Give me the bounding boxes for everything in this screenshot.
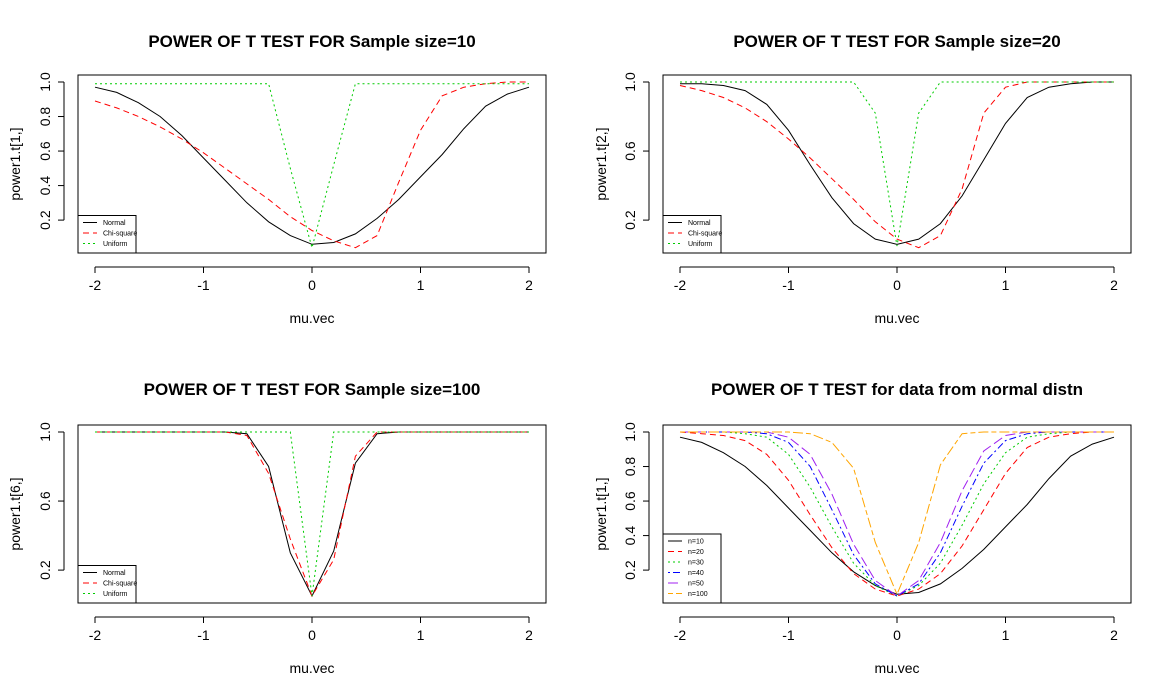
legend-label: Uniform xyxy=(103,591,128,598)
y-tick-label: 1.0 xyxy=(37,422,53,442)
legend-label: n=30 xyxy=(688,560,704,567)
y-tick-label: 0.4 xyxy=(37,176,53,196)
legend-box xyxy=(77,215,137,254)
series-line-n-30 xyxy=(680,431,1114,597)
x-axis-label: mu.vec xyxy=(874,660,919,676)
x-tick-label: -2 xyxy=(89,627,102,643)
series-line-n-50 xyxy=(680,431,1114,597)
y-tick-label: 0.6 xyxy=(622,491,638,511)
chart-panel-2: POWER OF T TEST FOR Sample size=20 -2 -1 0 1… xyxy=(593,32,1132,326)
y-axis-label: power1.t[6,] xyxy=(7,477,23,550)
chart-panel-3: POWER OF T TEST FOR Sample size=100 -2 -1 0… xyxy=(7,380,547,676)
legend-label: n=100 xyxy=(688,591,708,598)
legend-label: Chi-square xyxy=(103,581,137,588)
chart-panel-1: POWER OF T TEST FOR Sample size=10 -2 -1 0 1… xyxy=(7,32,547,326)
x-tick-label: 0 xyxy=(308,277,316,293)
legend: n=10 n=20 n=30 n=40 n=50 n=100 xyxy=(662,533,722,604)
x-tick-label: -1 xyxy=(197,627,210,643)
legend: Normal Chi-square Uniform xyxy=(77,565,137,604)
series-line-normal xyxy=(94,86,530,245)
legend: Normal Chi-square Uniform xyxy=(662,215,722,254)
series-line-uniform xyxy=(680,81,1114,247)
x-tick-label: -2 xyxy=(674,627,687,643)
chart-title: POWER OF T TEST for data from normal dis… xyxy=(711,380,1083,399)
y-tick-label: 1.0 xyxy=(622,422,638,442)
x-tick-label: 2 xyxy=(525,627,533,643)
x-axis-label: mu.vec xyxy=(289,660,334,676)
y-axis-label: power1.t[1,] xyxy=(7,127,23,200)
x-tick-label: -1 xyxy=(197,277,210,293)
plot-frame xyxy=(662,424,1132,604)
series-line-n-40 xyxy=(680,431,1114,597)
legend-label: Uniform xyxy=(688,241,713,248)
series-line-uniform xyxy=(95,431,529,597)
legend-label: Chi-square xyxy=(688,231,722,238)
chart-panel-4: POWER OF T TEST for data from normal dis… xyxy=(593,380,1132,676)
x-tick-label: 0 xyxy=(893,627,901,643)
y-axis-label: power1.t[1,] xyxy=(593,477,609,550)
x-tick-label: 2 xyxy=(1110,277,1118,293)
y-tick-label: 0.6 xyxy=(37,141,53,161)
y-tick-label: 0.2 xyxy=(37,560,53,580)
plot-frame xyxy=(662,74,1132,254)
y-tick-label: 0.6 xyxy=(37,491,53,511)
x-tick-label: -1 xyxy=(782,627,795,643)
y-tick-label: 1.0 xyxy=(37,72,53,92)
x-tick-label: 0 xyxy=(308,627,316,643)
y-tick-label: 0.6 xyxy=(622,141,638,161)
legend-label: n=50 xyxy=(688,581,704,588)
series-line-normal xyxy=(680,81,1114,245)
x-tick-label: 1 xyxy=(1002,277,1010,293)
y-tick-label: 0.2 xyxy=(37,210,53,230)
legend-box xyxy=(662,533,722,604)
plot-frame xyxy=(77,424,547,604)
x-tick-label: -1 xyxy=(782,277,795,293)
series-line-chi-square xyxy=(94,81,529,249)
plot-frame xyxy=(77,74,547,254)
series-line-normal xyxy=(95,431,529,598)
x-axis-label: mu.vec xyxy=(289,310,334,326)
legend-label: Normal xyxy=(688,220,711,227)
chart-title: POWER OF T TEST FOR Sample size=10 xyxy=(148,32,475,51)
legend-label: Uniform xyxy=(103,241,128,248)
series-line-uniform xyxy=(95,83,529,250)
x-tick-label: 2 xyxy=(1110,627,1118,643)
y-tick-label: 0.2 xyxy=(622,210,638,230)
y-tick-label: 1.0 xyxy=(622,72,638,92)
chart-title: POWER OF T TEST FOR Sample size=100 xyxy=(144,380,481,399)
y-tick-label: 0.8 xyxy=(622,457,638,477)
legend-box xyxy=(77,565,137,604)
legend-label: n=20 xyxy=(688,549,704,556)
x-tick-label: 0 xyxy=(893,277,901,293)
series-line-chi-square xyxy=(679,81,1114,249)
y-axis-label: power1.t[2,] xyxy=(593,127,609,200)
x-tick-label: 1 xyxy=(1002,627,1010,643)
legend: Normal Chi-square Uniform xyxy=(77,215,137,254)
series-line-chi-square xyxy=(95,431,529,598)
legend-label: n=40 xyxy=(688,570,704,577)
legend-label: Normal xyxy=(103,570,126,577)
legend-box xyxy=(662,215,722,254)
legend-label: Normal xyxy=(103,220,126,227)
chart-title: POWER OF T TEST FOR Sample size=20 xyxy=(733,32,1060,51)
y-tick-label: 0.2 xyxy=(622,560,638,580)
y-tick-label: 0.8 xyxy=(37,107,53,127)
series-line-n-100 xyxy=(680,431,1114,596)
x-tick-label: -2 xyxy=(674,277,687,293)
legend-label: n=10 xyxy=(688,539,704,546)
y-tick-label: 0.4 xyxy=(622,526,638,546)
x-tick-label: 1 xyxy=(417,627,425,643)
legend-label: Chi-square xyxy=(103,231,137,238)
x-axis-label: mu.vec xyxy=(874,310,919,326)
x-tick-label: 2 xyxy=(525,277,533,293)
x-tick-label: 1 xyxy=(417,277,425,293)
series-line-n-20 xyxy=(679,431,1114,597)
series-line-n-10 xyxy=(679,436,1115,595)
x-tick-label: -2 xyxy=(89,277,102,293)
